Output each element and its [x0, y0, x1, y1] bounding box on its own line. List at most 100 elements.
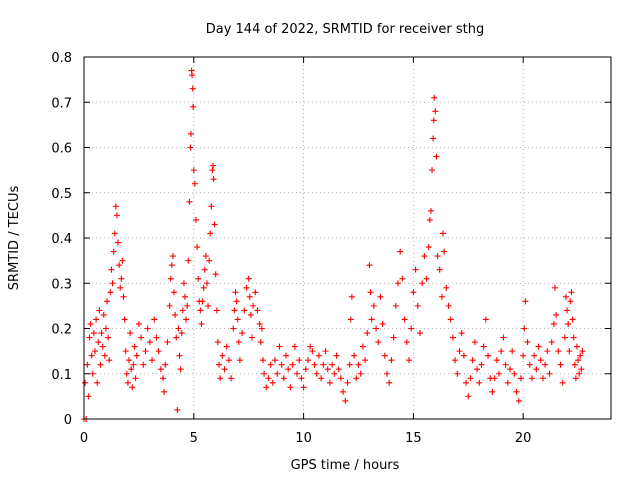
data-point: [239, 330, 246, 337]
data-point: [430, 135, 437, 142]
data-point: [399, 275, 406, 282]
data-point: [535, 343, 542, 350]
data-point: [102, 325, 109, 332]
data-point: [109, 280, 116, 287]
data-point: [567, 298, 574, 305]
data-point: [474, 366, 481, 373]
data-point: [355, 361, 362, 368]
data-point: [192, 216, 199, 223]
data-point: [162, 361, 169, 368]
data-point: [183, 316, 190, 323]
data-point: [144, 325, 151, 332]
data-point: [449, 334, 456, 341]
data-point: [436, 266, 443, 273]
axis-ticks: [83, 56, 611, 420]
data-point: [173, 334, 180, 341]
data-point: [291, 343, 298, 350]
data-point: [570, 334, 577, 341]
data-point: [168, 262, 175, 269]
data-point: [130, 361, 137, 368]
data-point: [539, 375, 546, 382]
data-point: [190, 103, 197, 110]
data-point: [562, 293, 569, 300]
y-axis-label: SRMTID / TECUs: [7, 186, 22, 291]
data-point: [115, 239, 122, 246]
data-point: [187, 144, 194, 151]
data-point: [257, 339, 264, 346]
data-point: [189, 85, 196, 92]
data-point: [517, 375, 524, 382]
data-point: [108, 266, 115, 273]
data-point: [521, 325, 528, 332]
data-point: [243, 284, 250, 291]
data-point: [478, 361, 485, 368]
data-point: [467, 375, 474, 382]
data-point: [498, 348, 505, 355]
data-point: [373, 325, 380, 332]
data-point: [351, 352, 358, 359]
data-point: [401, 316, 408, 323]
data-point: [552, 284, 559, 291]
data-point: [90, 330, 97, 337]
data-point: [212, 271, 219, 278]
data-point: [489, 388, 496, 395]
data-point: [423, 275, 430, 282]
data-point: [124, 379, 131, 386]
data-point: [447, 316, 454, 323]
data-point: [550, 320, 557, 327]
data-point: [228, 375, 235, 382]
data-point: [107, 289, 114, 296]
data-point: [199, 298, 206, 305]
data-point: [106, 357, 113, 364]
data-point: [164, 339, 171, 346]
data-point: [231, 307, 238, 314]
data-point: [254, 307, 261, 314]
data-point: [557, 361, 564, 368]
data-point: [344, 379, 351, 386]
data-point: [359, 343, 366, 350]
data-point: [172, 311, 179, 318]
data-point: [194, 244, 201, 251]
data-point: [117, 284, 124, 291]
data-point: [302, 366, 309, 373]
data-point: [245, 275, 252, 282]
data-point: [362, 357, 369, 364]
data-point: [93, 316, 100, 323]
data-point: [96, 307, 103, 314]
data-point: [128, 366, 135, 373]
data-point: [368, 316, 375, 323]
data-point: [390, 334, 397, 341]
data-point: [405, 357, 412, 364]
data-point: [410, 289, 417, 296]
data-point: [348, 293, 355, 300]
data-point: [511, 370, 518, 377]
data-point: [219, 352, 226, 359]
data-point: [157, 366, 164, 373]
data-point: [177, 366, 184, 373]
data-point: [571, 361, 578, 368]
data-point: [87, 320, 94, 327]
data-point: [463, 379, 470, 386]
data-point: [250, 302, 257, 309]
data-point: [559, 379, 566, 386]
data-point: [210, 162, 217, 169]
data-point: [269, 379, 276, 386]
data-point: [203, 280, 210, 287]
data-point: [318, 375, 325, 382]
data-point: [169, 253, 176, 260]
data-point: [235, 339, 242, 346]
data-point: [395, 280, 402, 287]
data-point: [342, 397, 349, 404]
data-point: [247, 311, 254, 318]
data-point: [366, 262, 373, 269]
data-point: [569, 316, 576, 323]
data-point: [293, 370, 300, 377]
data-point: [178, 330, 185, 337]
data-point: [202, 253, 209, 260]
data-point: [184, 302, 191, 309]
data-point: [346, 361, 353, 368]
data-point: [234, 316, 241, 323]
data-point: [469, 357, 476, 364]
data-point: [304, 357, 311, 364]
data-point: [347, 316, 354, 323]
